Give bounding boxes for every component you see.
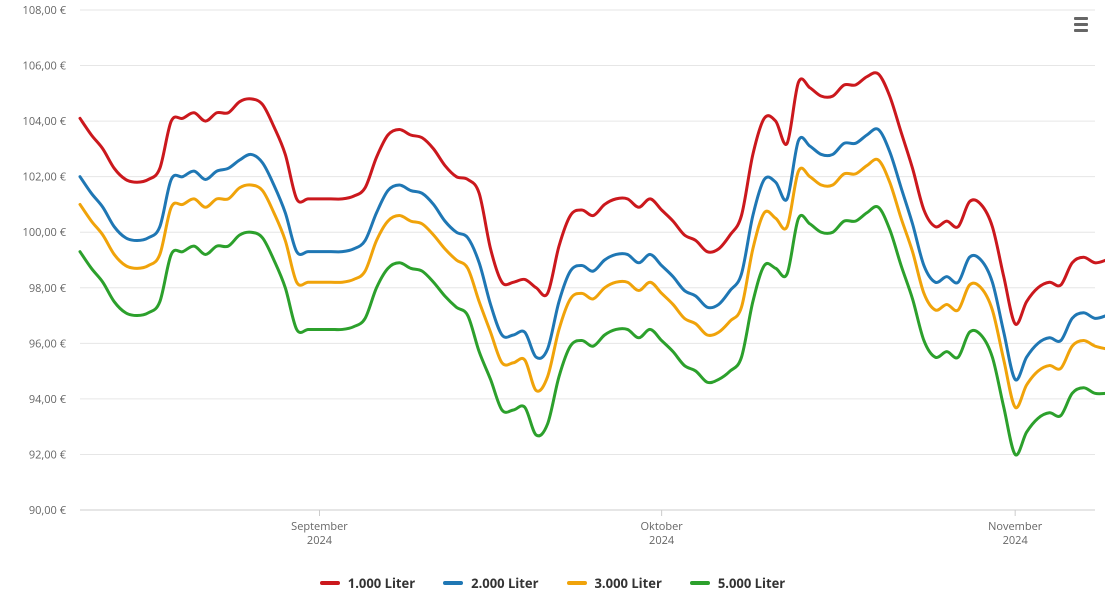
price-chart: 90,00 € 92,00 € 94,00 € 96,00 € 98,00 € 100,0… [0,0,1105,602]
y-axis-tick-label: 96,00 € [29,336,67,351]
y-axis-tick-label: 98,00 € [29,281,67,296]
chart-menu-button[interactable] [1069,12,1093,36]
x-axis-tick-sublabel: 2024 [1003,533,1029,548]
hamburger-icon [1074,17,1088,20]
y-axis-tick-label: 90,00 € [29,503,67,518]
legend-label: 3.000 Liter [595,574,662,592]
y-axis-tick-label: 104,00 € [23,114,67,129]
legend-item[interactable]: 5.000 Liter [690,574,785,592]
y-axis-tick-label: 94,00 € [29,392,67,407]
x-axis-tick-label: Oktober [640,519,683,534]
legend-label: 1.000 Liter [348,574,415,592]
x-axis-tick-sublabel: 2024 [307,533,333,548]
y-axis-tick-label: 102,00 € [23,170,67,185]
y-axis-tick-label: 92,00 € [29,447,67,462]
x-axis-tick-sublabel: 2024 [649,533,675,548]
legend-item[interactable]: 1.000 Liter [320,574,415,592]
legend-item[interactable]: 2.000 Liter [443,574,538,592]
legend-swatch [690,581,710,585]
y-axis-tick-label: 100,00 € [23,225,67,240]
chart-legend: 1.000 Liter 2.000 Liter 3.000 Liter 5.000 L… [0,574,1105,592]
y-axis-tick-label: 108,00 € [23,3,67,18]
legend-item[interactable]: 3.000 Liter [567,574,662,592]
legend-swatch [320,581,340,585]
legend-swatch [567,581,587,585]
legend-swatch [443,581,463,585]
y-axis-tick-label: 106,00 € [23,59,67,74]
x-axis-tick-label: November [988,519,1043,534]
x-axis-tick-label: September [291,519,348,534]
legend-label: 2.000 Liter [471,574,538,592]
legend-label: 5.000 Liter [718,574,785,592]
